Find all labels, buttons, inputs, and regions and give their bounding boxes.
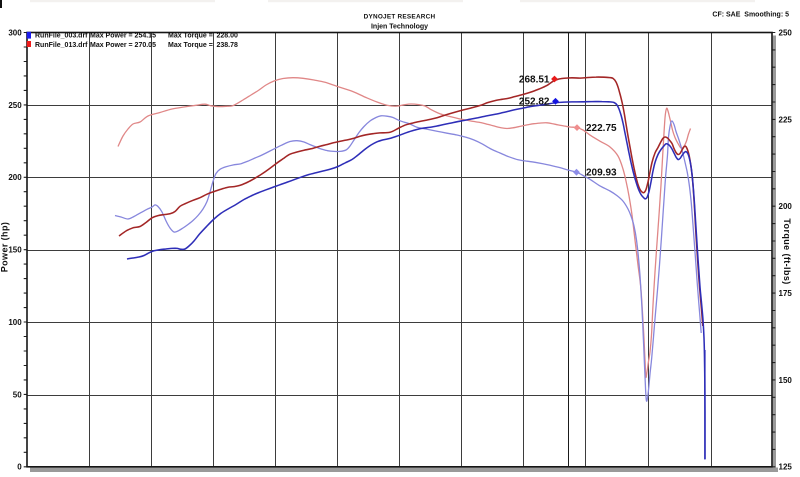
svg-text:100: 100: [8, 318, 22, 327]
svg-text:175: 175: [779, 289, 793, 298]
svg-text:RunFile_013.drf: RunFile_013.drf: [35, 42, 88, 49]
svg-text:222.75: 222.75: [586, 123, 617, 134]
svg-text:200: 200: [8, 173, 22, 182]
svg-text:300: 300: [8, 28, 22, 37]
svg-text:250: 250: [779, 28, 793, 37]
svg-text:Max Power = 270.05: Max Power = 270.05: [90, 42, 156, 49]
svg-text:RunFile_003.drf: RunFile_003.drf: [35, 32, 88, 39]
svg-text:250: 250: [8, 101, 22, 110]
svg-text:225: 225: [779, 115, 793, 124]
svg-text:Power (hp): Power (hp): [0, 222, 10, 273]
svg-text:150: 150: [8, 246, 22, 255]
svg-text:268.51: 268.51: [519, 74, 550, 85]
svg-text:150: 150: [779, 376, 793, 385]
svg-text:252.82: 252.82: [519, 97, 550, 108]
svg-text:Max Torque =: Max Torque =: [168, 42, 213, 49]
svg-text:0: 0: [17, 463, 22, 472]
svg-text:209.93: 209.93: [586, 168, 617, 179]
svg-text:125: 125: [779, 463, 793, 472]
svg-text:DYNOJET RESEARCH: DYNOJET RESEARCH: [364, 14, 436, 21]
svg-text:228.00: 228.00: [217, 32, 239, 39]
svg-text:Injen Technology: Injen Technology: [371, 24, 428, 31]
svg-text:Torque (ft-lbs): Torque (ft-lbs): [782, 218, 792, 284]
svg-text:50: 50: [13, 390, 22, 399]
svg-text:238.78: 238.78: [217, 42, 239, 49]
svg-text:Max Power = 254.15: Max Power = 254.15: [90, 32, 156, 39]
svg-text:Max Torque =: Max Torque =: [168, 32, 213, 39]
svg-text:CF: SAE Smoothing: 5: CF: SAE Smoothing: 5: [712, 11, 789, 18]
svg-text:200: 200: [779, 202, 793, 211]
